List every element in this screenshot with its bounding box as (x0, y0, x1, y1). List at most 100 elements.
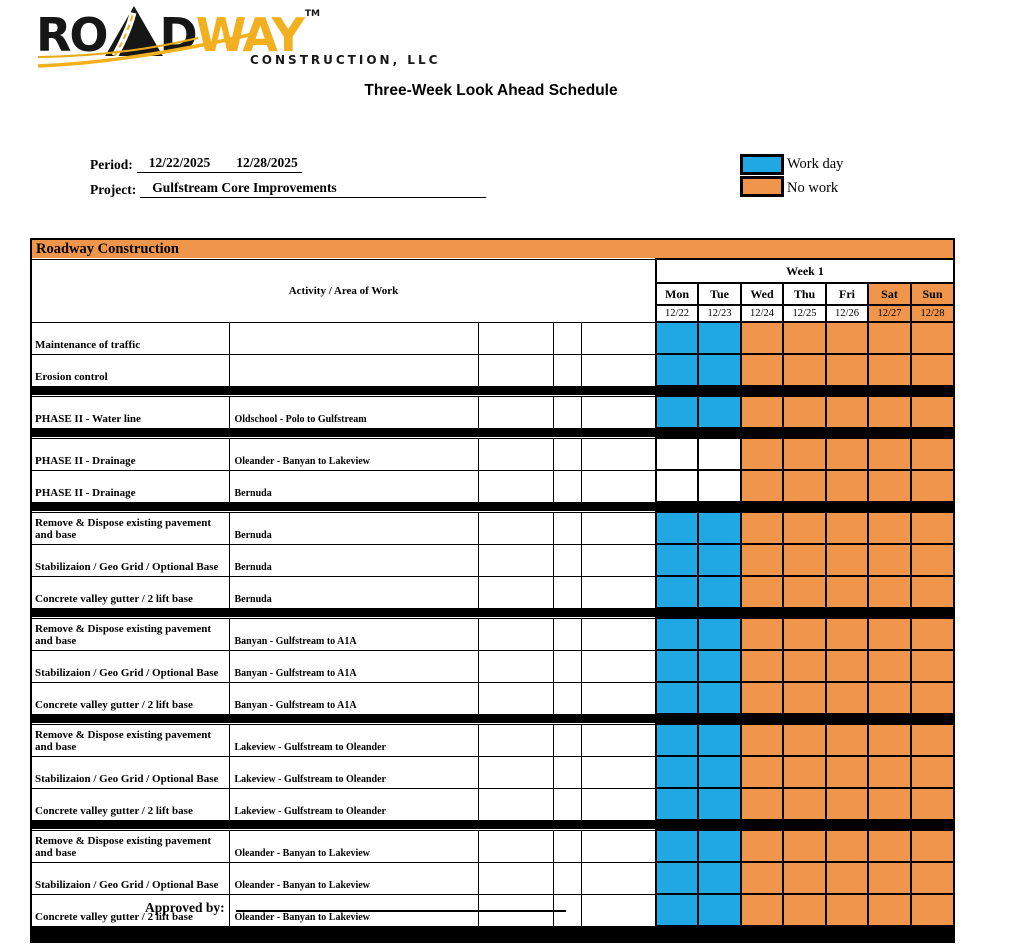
day-cell-thu (782, 353, 827, 387)
schedule-body: Maintenance of traffic Erosion control PHA… (30, 321, 955, 943)
day-cell-wed (740, 755, 784, 789)
spacer-cell (477, 511, 554, 545)
spacer-cell (580, 681, 657, 715)
day-cell-tue (697, 723, 742, 757)
schedule-row: Stabilizaion / Geo Grid / Optional Base B… (30, 649, 955, 683)
no-work-swatch-icon (740, 176, 784, 197)
section-separator (30, 819, 955, 831)
day-cell-tue (697, 395, 742, 429)
activity-cell: Stabilizaion / Geo Grid / Optional Base (30, 543, 230, 577)
day-cell-fri (825, 893, 869, 927)
day-cell-tue (697, 787, 742, 821)
day-cell-mon (655, 617, 699, 651)
day-cell-tue (697, 437, 742, 471)
activity-cell: Stabilizaion / Geo Grid / Optional Base (30, 861, 230, 895)
activity-cell: Concrete valley gutter / 2 lift base (30, 787, 230, 821)
activity-cell: Stabilizaion / Geo Grid / Optional Base (30, 649, 230, 683)
legend: Work day No work (740, 152, 843, 200)
activity-cell: Remove & Dispose existing pavement and b… (30, 511, 230, 545)
logo-mountain-road-icon (104, 6, 163, 56)
day-cell-fri (825, 437, 869, 471)
spacer-cell (477, 543, 554, 577)
day-cell-mon (655, 755, 699, 789)
day-cell-wed (740, 437, 784, 471)
schedule-row: Concrete valley gutter / 2 lift base Lake… (30, 787, 955, 821)
spacer-cell (552, 543, 582, 577)
activity-cell: Stabilizaion / Geo Grid / Optional Base (30, 755, 230, 789)
approved-block: Approved by: (145, 896, 567, 916)
day-cell-fri (825, 395, 869, 429)
activity-cell: Remove & Dispose existing pavement and b… (30, 829, 230, 863)
day-header-tue: Tue (697, 282, 742, 306)
day-cell-mon (655, 575, 699, 609)
day-cell-mon (655, 543, 699, 577)
spacer-cell (580, 829, 657, 863)
schedule-row: Concrete valley gutter / 2 lift base Bern… (30, 575, 955, 609)
day-cell-tue (697, 543, 742, 577)
area-cell: Bernuda (228, 511, 479, 545)
schedule-row: PHASE II - Water line Oldschool - Polo to… (30, 395, 955, 429)
day-header-fri: Fri (825, 282, 869, 306)
day-cell-wed (740, 723, 784, 757)
day-cell-thu (782, 755, 827, 789)
day-cell-sat (867, 321, 912, 355)
day-name-row: Mon Tue Wed Thu Fri Sat Sun (31, 282, 955, 306)
date-header-sat: 12/27 (867, 304, 912, 323)
meta-block: Period: 12/22/2025 12/28/2025 Project: Gu… (90, 155, 487, 205)
activity-cell: PHASE II - Drainage (30, 437, 230, 471)
separator-cell (30, 607, 955, 619)
project-value: Gulfstream Core Improvements (140, 180, 487, 198)
section-separator (30, 607, 955, 619)
area-cell: Bernuda (228, 469, 479, 503)
day-cell-wed (740, 543, 784, 577)
day-cell-sun (910, 787, 955, 821)
spacer-cell (477, 787, 554, 821)
spacer-cell (580, 575, 657, 609)
day-cell-sun (910, 511, 955, 545)
activity-cell: PHASE II - Drainage (30, 469, 230, 503)
activity-area-header: Activity / Area of Work (30, 258, 657, 323)
area-cell: Oleander - Banyan to Lakeview (228, 437, 479, 471)
spacer-cell (552, 469, 582, 503)
day-cell-mon (655, 437, 699, 471)
spacer-cell (580, 649, 657, 683)
day-cell-mon (655, 353, 699, 387)
day-cell-sun (910, 575, 955, 609)
spacer-cell (477, 353, 554, 387)
spacer-cell (552, 649, 582, 683)
day-cell-sun (910, 437, 955, 471)
spacer-cell (477, 321, 554, 355)
area-cell: Oleander - Banyan to Lakeview (228, 829, 479, 863)
spacer-cell (580, 353, 657, 387)
schedule-row: Stabilizaion / Geo Grid / Optional Base B… (30, 543, 955, 577)
day-cell-sat (867, 575, 912, 609)
spacer-cell (552, 353, 582, 387)
spacer-cell (580, 437, 657, 471)
day-cell-fri (825, 787, 869, 821)
day-cell-sun (910, 469, 955, 503)
separator-cell (30, 925, 955, 943)
day-header-mon: Mon (655, 282, 699, 306)
day-cell-sat (867, 755, 912, 789)
day-cell-fri (825, 649, 869, 683)
day-cell-wed (740, 469, 784, 503)
section-separator (30, 385, 955, 397)
spacer-cell (552, 787, 582, 821)
section-separator (30, 501, 955, 513)
schedule-row: Maintenance of traffic (30, 321, 955, 355)
period-row: Period: 12/22/2025 12/28/2025 (90, 155, 486, 173)
day-cell-thu (782, 723, 827, 757)
activity-cell: PHASE II - Water line (30, 395, 230, 429)
schedule-row: Remove & Dispose existing pavement and b… (30, 511, 955, 545)
day-cell-thu (782, 575, 827, 609)
day-cell-sat (867, 437, 912, 471)
area-cell: Oldschool - Polo to Gulfstream (228, 395, 479, 429)
spacer-cell (580, 617, 657, 651)
table-bottom-bar (30, 925, 955, 943)
date-header-fri: 12/26 (825, 304, 869, 323)
day-cell-wed (740, 861, 784, 895)
spacer-cell (477, 617, 554, 651)
day-header-sat: Sat (867, 282, 912, 306)
page-title: Three-Week Look Ahead Schedule (364, 82, 618, 99)
